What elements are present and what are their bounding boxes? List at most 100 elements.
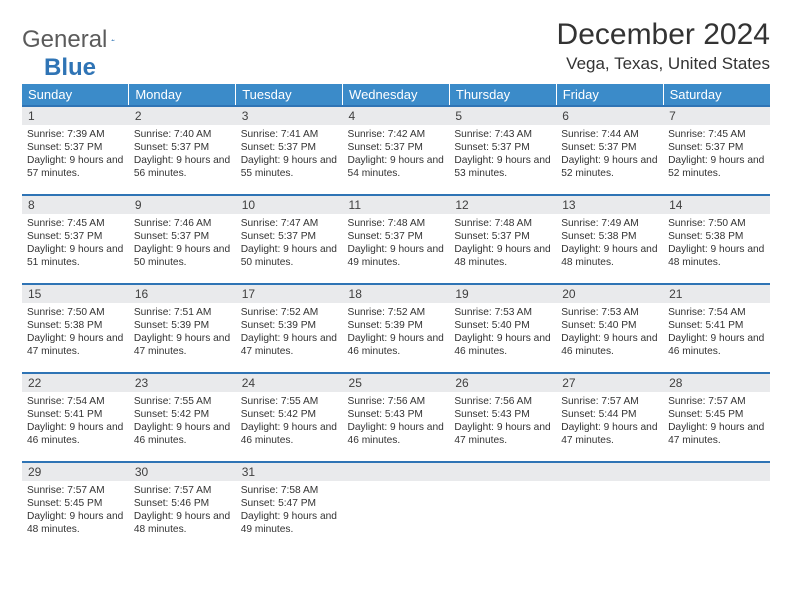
calendar-day-cell: 31Sunrise: 7:58 AMSunset: 5:47 PMDayligh… <box>236 461 343 550</box>
calendar-day-cell: 19Sunrise: 7:53 AMSunset: 5:40 PMDayligh… <box>449 283 556 372</box>
day-details: Sunrise: 7:55 AMSunset: 5:42 PMDaylight:… <box>129 392 236 461</box>
day-details <box>663 481 770 550</box>
day-details: Sunrise: 7:44 AMSunset: 5:37 PMDaylight:… <box>556 125 663 194</box>
day-number: 15 <box>22 283 129 303</box>
calendar-day-cell: 13Sunrise: 7:49 AMSunset: 5:38 PMDayligh… <box>556 194 663 283</box>
day-details: Sunrise: 7:48 AMSunset: 5:37 PMDaylight:… <box>449 214 556 283</box>
location-text: Vega, Texas, United States <box>557 54 770 74</box>
dow-friday: Friday <box>556 84 663 105</box>
day-details: Sunrise: 7:54 AMSunset: 5:41 PMDaylight:… <box>663 303 770 372</box>
calendar-day-cell: 24Sunrise: 7:55 AMSunset: 5:42 PMDayligh… <box>236 372 343 461</box>
day-number: 19 <box>449 283 556 303</box>
day-number: 7 <box>663 105 770 125</box>
day-details: Sunrise: 7:45 AMSunset: 5:37 PMDaylight:… <box>22 214 129 283</box>
calendar-day-cell <box>663 461 770 550</box>
calendar-day-cell: 18Sunrise: 7:52 AMSunset: 5:39 PMDayligh… <box>343 283 450 372</box>
day-details: Sunrise: 7:57 AMSunset: 5:46 PMDaylight:… <box>129 481 236 550</box>
calendar-day-cell: 11Sunrise: 7:48 AMSunset: 5:37 PMDayligh… <box>343 194 450 283</box>
day-details: Sunrise: 7:53 AMSunset: 5:40 PMDaylight:… <box>556 303 663 372</box>
calendar-day-cell: 2Sunrise: 7:40 AMSunset: 5:37 PMDaylight… <box>129 105 236 194</box>
day-number: 10 <box>236 194 343 214</box>
calendar-day-cell: 6Sunrise: 7:44 AMSunset: 5:37 PMDaylight… <box>556 105 663 194</box>
brand-part1: General <box>22 26 107 54</box>
day-number: 27 <box>556 372 663 392</box>
dow-monday: Monday <box>129 84 236 105</box>
day-number: 23 <box>129 372 236 392</box>
dow-thursday: Thursday <box>449 84 556 105</box>
calendar-day-cell: 29Sunrise: 7:57 AMSunset: 5:45 PMDayligh… <box>22 461 129 550</box>
day-details: Sunrise: 7:57 AMSunset: 5:45 PMDaylight:… <box>663 392 770 461</box>
day-number: 1 <box>22 105 129 125</box>
day-number: 31 <box>236 461 343 481</box>
day-details: Sunrise: 7:41 AMSunset: 5:37 PMDaylight:… <box>236 125 343 194</box>
calendar-day-cell: 20Sunrise: 7:53 AMSunset: 5:40 PMDayligh… <box>556 283 663 372</box>
day-number: 9 <box>129 194 236 214</box>
calendar-day-cell: 26Sunrise: 7:56 AMSunset: 5:43 PMDayligh… <box>449 372 556 461</box>
day-number <box>449 461 556 481</box>
brand-logo: General <box>22 26 135 54</box>
calendar-day-cell: 28Sunrise: 7:57 AMSunset: 5:45 PMDayligh… <box>663 372 770 461</box>
calendar-day-cell: 17Sunrise: 7:52 AMSunset: 5:39 PMDayligh… <box>236 283 343 372</box>
calendar-day-cell: 25Sunrise: 7:56 AMSunset: 5:43 PMDayligh… <box>343 372 450 461</box>
day-details: Sunrise: 7:49 AMSunset: 5:38 PMDaylight:… <box>556 214 663 283</box>
day-details <box>449 481 556 550</box>
day-number: 22 <box>22 372 129 392</box>
calendar-day-cell: 16Sunrise: 7:51 AMSunset: 5:39 PMDayligh… <box>129 283 236 372</box>
day-number: 14 <box>663 194 770 214</box>
day-details: Sunrise: 7:48 AMSunset: 5:37 PMDaylight:… <box>343 214 450 283</box>
day-details: Sunrise: 7:57 AMSunset: 5:44 PMDaylight:… <box>556 392 663 461</box>
day-details: Sunrise: 7:50 AMSunset: 5:38 PMDaylight:… <box>663 214 770 283</box>
day-details: Sunrise: 7:53 AMSunset: 5:40 PMDaylight:… <box>449 303 556 372</box>
day-details: Sunrise: 7:56 AMSunset: 5:43 PMDaylight:… <box>449 392 556 461</box>
calendar-day-cell: 22Sunrise: 7:54 AMSunset: 5:41 PMDayligh… <box>22 372 129 461</box>
day-number: 16 <box>129 283 236 303</box>
dow-saturday: Saturday <box>663 84 770 105</box>
day-details: Sunrise: 7:51 AMSunset: 5:39 PMDaylight:… <box>129 303 236 372</box>
day-number: 26 <box>449 372 556 392</box>
month-title: December 2024 <box>557 18 770 52</box>
dow-tuesday: Tuesday <box>236 84 343 105</box>
calendar-day-cell: 14Sunrise: 7:50 AMSunset: 5:38 PMDayligh… <box>663 194 770 283</box>
day-details: Sunrise: 7:57 AMSunset: 5:45 PMDaylight:… <box>22 481 129 550</box>
calendar-day-cell: 21Sunrise: 7:54 AMSunset: 5:41 PMDayligh… <box>663 283 770 372</box>
calendar-day-cell: 8Sunrise: 7:45 AMSunset: 5:37 PMDaylight… <box>22 194 129 283</box>
day-number: 25 <box>343 372 450 392</box>
day-number: 12 <box>449 194 556 214</box>
calendar-week-row: 8Sunrise: 7:45 AMSunset: 5:37 PMDaylight… <box>22 194 770 283</box>
day-details: Sunrise: 7:43 AMSunset: 5:37 PMDaylight:… <box>449 125 556 194</box>
calendar-day-cell: 15Sunrise: 7:50 AMSunset: 5:38 PMDayligh… <box>22 283 129 372</box>
calendar-day-cell: 23Sunrise: 7:55 AMSunset: 5:42 PMDayligh… <box>129 372 236 461</box>
day-number: 13 <box>556 194 663 214</box>
day-number: 24 <box>236 372 343 392</box>
day-details: Sunrise: 7:52 AMSunset: 5:39 PMDaylight:… <box>343 303 450 372</box>
day-details: Sunrise: 7:45 AMSunset: 5:37 PMDaylight:… <box>663 125 770 194</box>
calendar-day-cell: 10Sunrise: 7:47 AMSunset: 5:37 PMDayligh… <box>236 194 343 283</box>
day-details: Sunrise: 7:52 AMSunset: 5:39 PMDaylight:… <box>236 303 343 372</box>
calendar-day-cell: 12Sunrise: 7:48 AMSunset: 5:37 PMDayligh… <box>449 194 556 283</box>
calendar-day-cell: 3Sunrise: 7:41 AMSunset: 5:37 PMDaylight… <box>236 105 343 194</box>
day-number: 17 <box>236 283 343 303</box>
day-details: Sunrise: 7:46 AMSunset: 5:37 PMDaylight:… <box>129 214 236 283</box>
day-details: Sunrise: 7:40 AMSunset: 5:37 PMDaylight:… <box>129 125 236 194</box>
calendar-week-row: 29Sunrise: 7:57 AMSunset: 5:45 PMDayligh… <box>22 461 770 550</box>
day-number: 4 <box>343 105 450 125</box>
day-number: 6 <box>556 105 663 125</box>
day-number: 18 <box>343 283 450 303</box>
day-of-week-row: Sunday Monday Tuesday Wednesday Thursday… <box>22 84 770 105</box>
day-number <box>556 461 663 481</box>
day-number: 11 <box>343 194 450 214</box>
sail-icon <box>111 31 115 49</box>
day-details: Sunrise: 7:55 AMSunset: 5:42 PMDaylight:… <box>236 392 343 461</box>
calendar-day-cell <box>343 461 450 550</box>
calendar-day-cell <box>449 461 556 550</box>
day-number: 20 <box>556 283 663 303</box>
day-details: Sunrise: 7:47 AMSunset: 5:37 PMDaylight:… <box>236 214 343 283</box>
day-number: 8 <box>22 194 129 214</box>
calendar-day-cell <box>556 461 663 550</box>
day-number: 3 <box>236 105 343 125</box>
calendar-day-cell: 4Sunrise: 7:42 AMSunset: 5:37 PMDaylight… <box>343 105 450 194</box>
day-details: Sunrise: 7:58 AMSunset: 5:47 PMDaylight:… <box>236 481 343 550</box>
day-number <box>343 461 450 481</box>
day-details <box>343 481 450 550</box>
day-details <box>556 481 663 550</box>
